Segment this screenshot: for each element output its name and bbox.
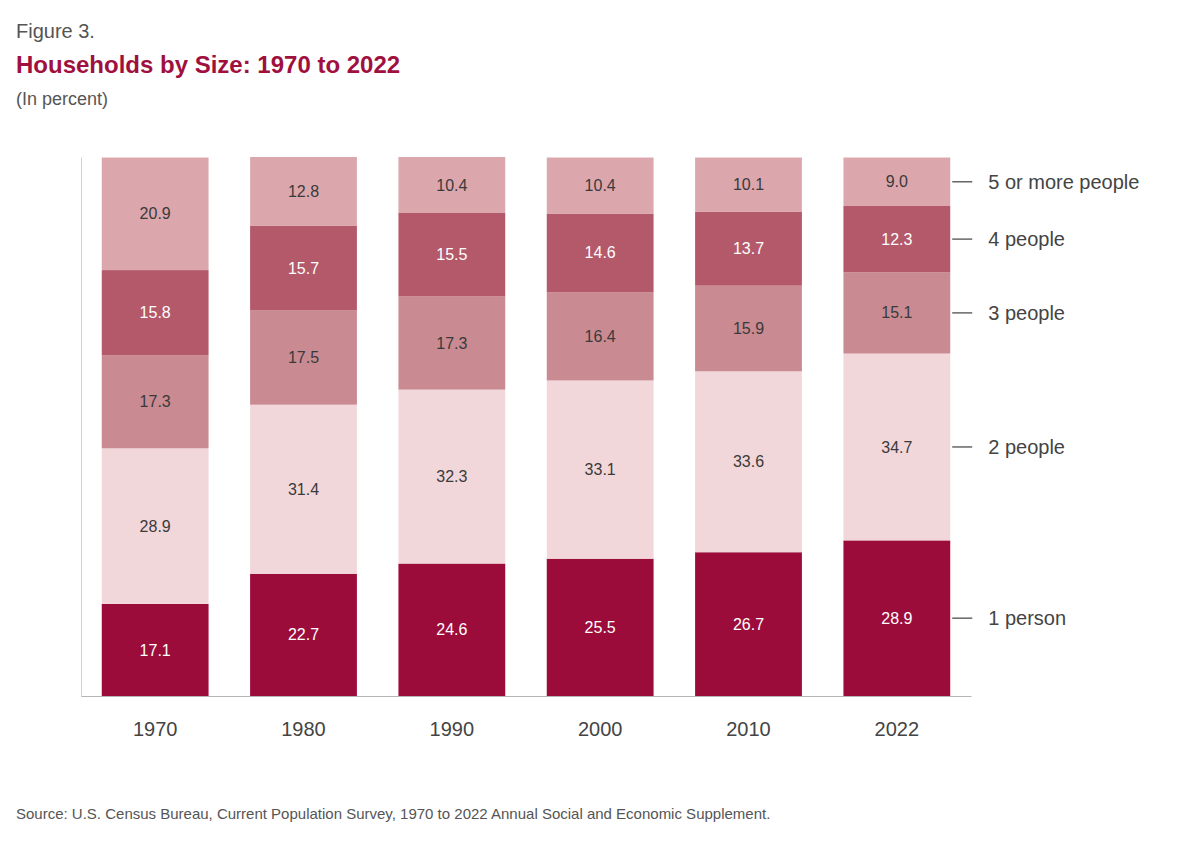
x-axis-line — [82, 696, 972, 697]
data-label: 14.6 — [585, 244, 616, 261]
data-label: 22.7 — [288, 626, 319, 643]
bar-segment — [843, 206, 950, 272]
legend-label: 3 people — [988, 302, 1065, 324]
legend-item: 4 people — [952, 228, 1065, 250]
x-axis: 1970 1980 1990 2000 2010 2022 — [82, 697, 972, 741]
data-label: 15.7 — [288, 260, 319, 277]
x-tick: 2022 — [875, 718, 920, 740]
bar-segment — [250, 157, 357, 226]
bar-segment — [250, 405, 357, 574]
data-label: 26.7 — [733, 616, 764, 633]
source-note: Source: U.S. Census Bureau, Current Popu… — [16, 805, 770, 822]
data-label: 25.5 — [585, 619, 616, 636]
x-tick-label: 2022 — [875, 718, 920, 740]
data-label: 28.9 — [881, 610, 912, 627]
bar-segment — [695, 552, 802, 696]
bar-segment — [843, 540, 950, 696]
bar-segment — [843, 158, 950, 206]
data-label: 31.4 — [288, 481, 319, 498]
bar-segment — [102, 448, 209, 604]
x-tick-label: 1980 — [281, 718, 326, 740]
bar-segment — [843, 354, 950, 541]
bar-segment — [102, 270, 209, 355]
bars — [102, 157, 950, 696]
data-label: 15.1 — [881, 304, 912, 321]
bar-segment — [398, 157, 505, 213]
data-label: 10.1 — [733, 176, 764, 193]
data-label: 10.4 — [436, 177, 467, 194]
bar-segment — [843, 272, 950, 353]
chart: Figure 3. Households by Size: 1970 to 202… — [0, 0, 1200, 841]
bar-segment — [547, 214, 654, 293]
legend: 1 person 2 people 3 people 4 people 5 or mor… — [952, 171, 1139, 629]
bar-segment — [547, 292, 654, 380]
legend-item: 5 or more people — [952, 171, 1139, 193]
y-axis-line — [81, 158, 82, 697]
bar-segment — [547, 559, 654, 696]
data-label: 12.3 — [881, 231, 912, 248]
subtitle: (In percent) — [16, 89, 108, 109]
bar-segment — [102, 604, 209, 696]
bar-segment — [695, 371, 802, 552]
data-label: 24.6 — [436, 621, 467, 638]
legend-item: 3 people — [952, 302, 1065, 324]
title: Households by Size: 1970 to 2022 — [16, 51, 400, 78]
x-tick: 1990 — [430, 718, 475, 740]
data-label: 16.4 — [585, 328, 616, 345]
data-label: 20.9 — [140, 205, 171, 222]
bar-segment — [102, 158, 209, 271]
bar-segment — [547, 158, 654, 214]
data-label: 12.8 — [288, 183, 319, 200]
figure-label: Figure 3. — [16, 20, 95, 42]
bar-segment — [398, 390, 505, 564]
legend-item: 2 people — [952, 436, 1065, 458]
data-labels: 17.1 22.7 24.6 25.5 26.7 28.9 28.9 31.4 32.3 33.1… — [140, 173, 913, 658]
data-label: 15.9 — [733, 320, 764, 337]
legend-label: 2 people — [988, 436, 1065, 458]
legend-leader — [952, 617, 972, 619]
bar-segment — [398, 564, 505, 696]
legend-leader — [952, 238, 972, 240]
data-label: 34.7 — [881, 439, 912, 456]
legend-label: 5 or more people — [988, 171, 1139, 193]
legend-leader — [952, 312, 972, 314]
x-tick: 1980 — [281, 718, 326, 740]
x-tick: 2000 — [578, 718, 623, 740]
bar-segment — [250, 226, 357, 311]
legend-item: 1 person — [952, 607, 1066, 629]
x-tick-label: 1990 — [430, 718, 475, 740]
data-label: 33.1 — [585, 461, 616, 478]
legend-leader — [952, 181, 972, 183]
data-label: 15.8 — [140, 304, 171, 321]
bar-segment — [250, 574, 357, 696]
x-tick-label: 1970 — [133, 718, 178, 740]
data-label: 32.3 — [436, 468, 467, 485]
data-label: 17.5 — [288, 349, 319, 366]
bar-segment — [547, 380, 654, 558]
bar-segment — [102, 355, 209, 448]
x-tick: 1970 — [133, 718, 178, 740]
x-tick: 2010 — [726, 718, 771, 740]
legend-label: 4 people — [988, 228, 1065, 250]
data-label: 28.9 — [140, 518, 171, 535]
bar-segment — [398, 296, 505, 389]
bar-segment — [695, 286, 802, 372]
bar-segment — [250, 310, 357, 404]
x-tick-label: 2000 — [578, 718, 623, 740]
legend-label: 1 person — [988, 607, 1066, 629]
legend-leader — [952, 446, 972, 448]
data-label: 17.3 — [140, 393, 171, 410]
y-axis — [81, 158, 82, 697]
bar-segment — [695, 158, 802, 212]
bar-segment — [695, 212, 802, 286]
data-label: 17.3 — [436, 335, 467, 352]
bar-segment — [398, 213, 505, 296]
data-label: 13.7 — [733, 240, 764, 257]
data-label: 15.5 — [436, 246, 467, 263]
data-label: 33.6 — [733, 453, 764, 470]
x-tick-label: 2010 — [726, 718, 771, 740]
data-label: 10.4 — [585, 177, 616, 194]
data-label: 17.1 — [140, 642, 171, 659]
data-label: 9.0 — [886, 173, 908, 190]
